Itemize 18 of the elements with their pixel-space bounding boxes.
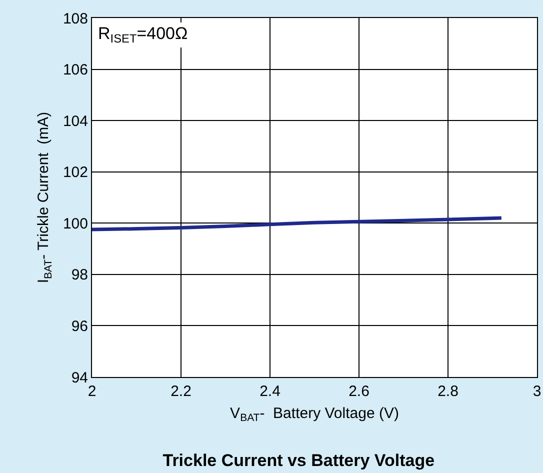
y-tick-label: 104 bbox=[62, 112, 88, 130]
x-axis-title: V$_{BAT}$- Battery Voltage (V) bbox=[230, 405, 399, 424]
x-tick-label: 2.2 bbox=[170, 383, 192, 400]
x-tick-label: 3 bbox=[532, 383, 542, 400]
y-tick-label: 102 bbox=[62, 164, 88, 182]
x-tick-label: 2 bbox=[88, 383, 96, 400]
y-tick-label: 100 bbox=[62, 215, 88, 232]
x-tick-label: 2.6 bbox=[348, 383, 370, 400]
text: Trickle Current vs Battery Voltage bbox=[162, 450, 435, 470]
y-tick-label: 98 bbox=[71, 266, 88, 284]
y-tick-label: 106 bbox=[62, 62, 88, 79]
y-tick-label: 108 bbox=[62, 10, 88, 28]
y-tick-label: 94 bbox=[71, 369, 88, 386]
annotation: R$_{ISET}$=400Ω bbox=[98, 24, 188, 46]
x-tick-label: 2.4 bbox=[260, 383, 280, 400]
line-series bbox=[92, 216, 504, 232]
y-tick-label: 96 bbox=[71, 318, 88, 335]
x-tick-label: 2.8 bbox=[438, 383, 458, 400]
